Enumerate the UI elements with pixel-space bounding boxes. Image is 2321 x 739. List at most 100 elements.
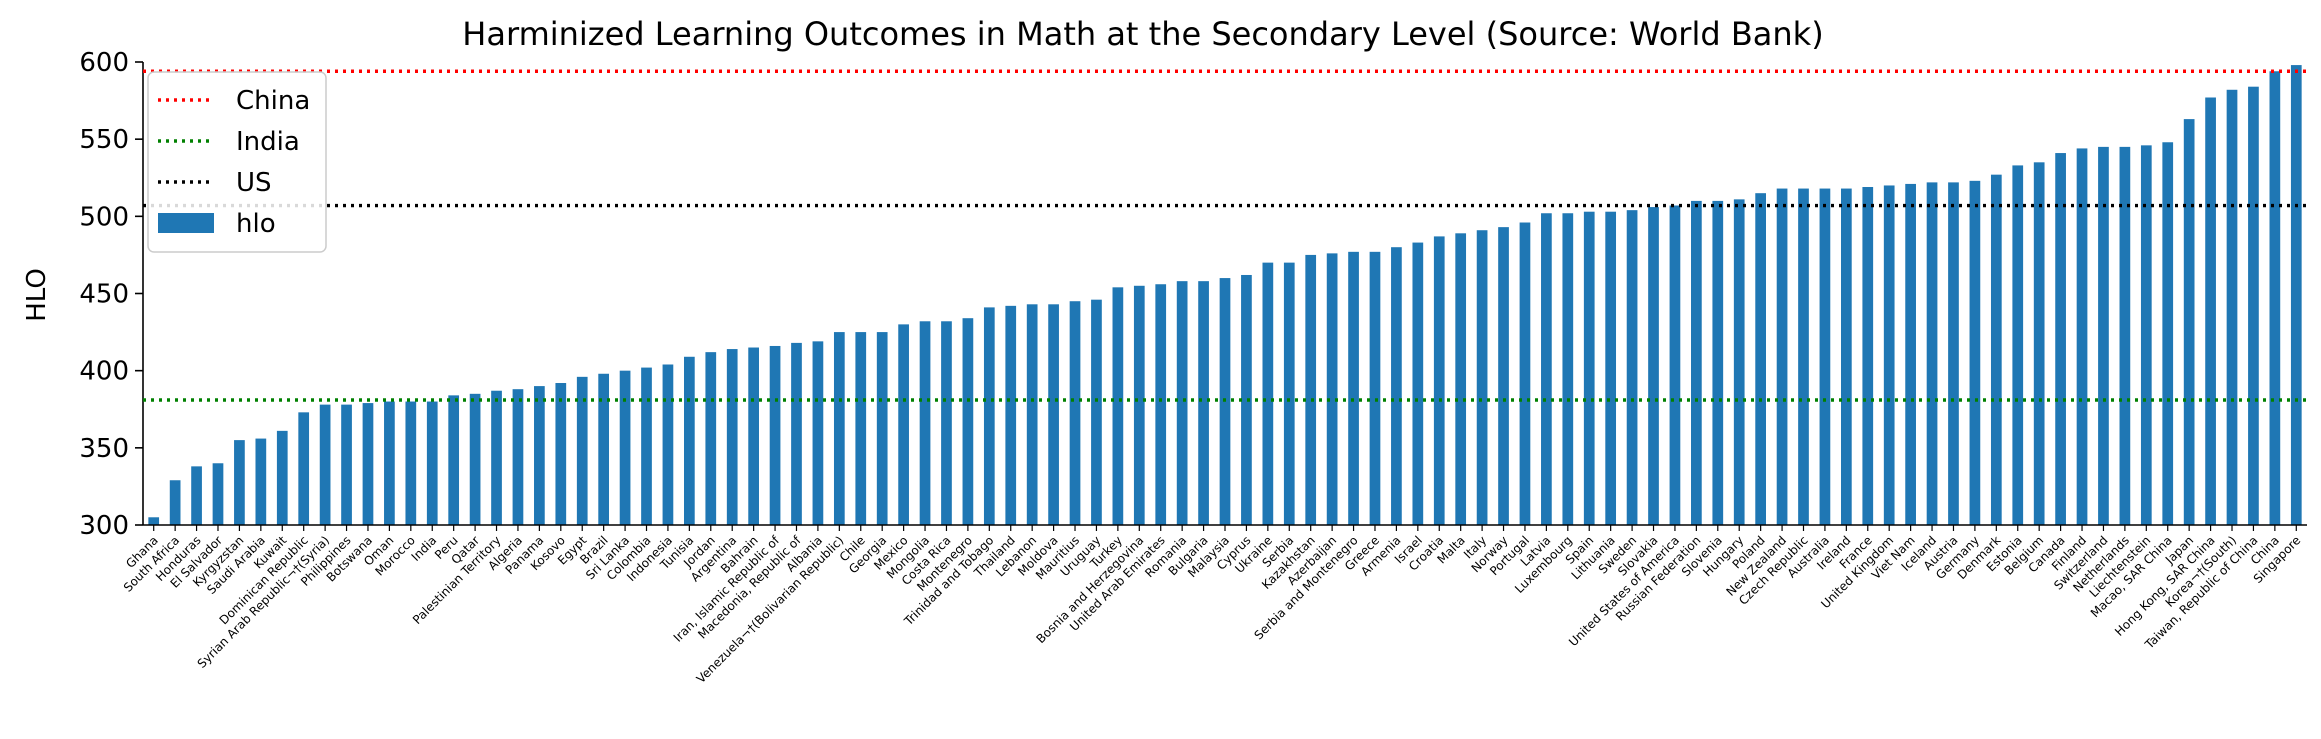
- bar: [1241, 274, 1252, 525]
- bar: [1155, 284, 1167, 525]
- bar: [2140, 145, 2152, 525]
- bar: [748, 347, 759, 525]
- bar: [555, 383, 567, 525]
- bar: [1455, 233, 1467, 525]
- bar: [1305, 254, 1317, 525]
- y-axis: 300 350 400 450 500 550 600: [79, 48, 144, 541]
- y-tick-label: 450: [79, 280, 129, 310]
- bar: [534, 386, 545, 525]
- bar: [598, 373, 610, 525]
- bar: [1283, 262, 1295, 525]
- bar: [1091, 299, 1102, 525]
- bar: [662, 364, 674, 525]
- bar: [426, 401, 438, 525]
- bar: [576, 376, 588, 525]
- bar: [1691, 200, 1702, 525]
- bar: [1262, 262, 1274, 525]
- bar: [2119, 146, 2131, 525]
- bar: [1176, 281, 1188, 525]
- bar: [2162, 142, 2174, 525]
- bar: [276, 430, 288, 525]
- bar: [1326, 253, 1338, 525]
- bar: [1369, 251, 1381, 525]
- bar: [1798, 188, 1809, 525]
- bar: [1348, 251, 1359, 525]
- bar: [405, 401, 417, 525]
- bar: [898, 324, 909, 525]
- bar: [2055, 153, 2066, 525]
- bar: [2098, 146, 2109, 525]
- bar: [2226, 89, 2238, 525]
- bar: [169, 480, 181, 525]
- legend-swatch-hlo: [158, 213, 214, 233]
- bar: [941, 321, 952, 525]
- bar: [1026, 304, 1038, 525]
- bar: [1733, 199, 1745, 525]
- bar: [148, 517, 160, 525]
- bar: [319, 404, 331, 525]
- legend: China India US hlo: [147, 71, 327, 253]
- bar: [1948, 182, 1959, 525]
- bar-series: [148, 65, 2302, 526]
- bar: [234, 440, 245, 525]
- bar: [983, 307, 995, 525]
- bar: [512, 389, 524, 525]
- bar: [1562, 213, 1574, 525]
- y-tick-label: 300: [79, 511, 129, 541]
- bar: [384, 401, 395, 525]
- bar: [298, 412, 310, 525]
- y-tick-label: 600: [79, 48, 129, 78]
- bar: [1990, 174, 2002, 525]
- bar: [191, 466, 202, 525]
- reference-lines: [143, 69, 2307, 402]
- y-tick-label: 350: [79, 434, 129, 464]
- bar: [1133, 285, 1145, 525]
- y-axis-label: HLO: [22, 268, 52, 322]
- chart-title: Harminized Learning Outcomes in Math at …: [462, 15, 1823, 53]
- bar: [2076, 148, 2088, 525]
- bar: [2269, 71, 2281, 525]
- bar: [1412, 242, 1424, 525]
- bar: [255, 438, 267, 525]
- bar: [1605, 211, 1617, 525]
- bar: [1112, 287, 1124, 525]
- bar: [1840, 188, 1852, 525]
- bar: [812, 341, 824, 525]
- bar: [2248, 86, 2259, 526]
- bar: [619, 370, 631, 525]
- bar: [1069, 301, 1081, 525]
- bar: [1433, 236, 1445, 525]
- legend-label: China: [236, 86, 310, 116]
- bar: [876, 332, 888, 525]
- bar: [1198, 281, 1209, 525]
- bar: [684, 356, 695, 525]
- bar: [1391, 247, 1402, 525]
- bar: [1541, 213, 1552, 525]
- bar: [1819, 188, 1831, 525]
- bar: [1519, 222, 1531, 526]
- bar: [1048, 304, 1059, 525]
- bar: [2290, 65, 2302, 525]
- bar: [448, 395, 460, 525]
- bar: [1669, 205, 1681, 525]
- bar: [705, 352, 717, 525]
- bar: [341, 404, 352, 525]
- bar: [362, 403, 374, 525]
- legend-label: US: [236, 168, 272, 198]
- legend-label: India: [236, 127, 300, 157]
- y-tick-label: 400: [79, 357, 129, 387]
- y-tick-label: 500: [79, 202, 129, 232]
- bar: [1969, 180, 1981, 525]
- bar: [491, 390, 502, 525]
- bar: [1648, 207, 1659, 525]
- bar: [1776, 188, 1788, 525]
- bar: [1883, 185, 1895, 525]
- bar: [2205, 97, 2216, 525]
- legend-box: [147, 71, 327, 253]
- bar: [1583, 211, 1595, 525]
- bar: [1862, 187, 1874, 525]
- bar: [2183, 119, 2195, 525]
